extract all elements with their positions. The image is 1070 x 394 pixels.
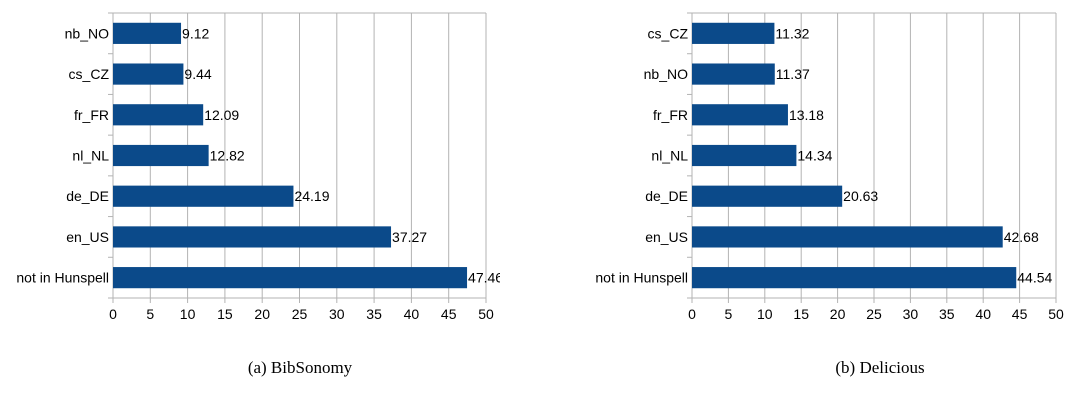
data-label: 42.68	[1004, 229, 1039, 245]
x-tick-label: 25	[292, 306, 308, 322]
x-tick-label: 35	[939, 306, 955, 322]
category-label: not in Hunspell	[16, 270, 109, 286]
category-label: nb_NO	[65, 25, 109, 41]
data-label: 9.44	[184, 66, 211, 82]
chart-panel-bibsonomy: nb_NO 9.12 cs_CZ 9.44 fr_FR 12.09 nl_NL 12.82 de…	[0, 0, 500, 330]
category-label: de_DE	[645, 188, 688, 204]
data-label: 11.32	[775, 25, 809, 41]
x-tick-label: 50	[478, 306, 494, 322]
category-label: en_US	[645, 229, 688, 245]
category-label: cs_CZ	[69, 66, 110, 82]
category-label: fr_FR	[653, 107, 688, 123]
x-tick-label: 0	[109, 306, 117, 322]
category-label: nb_NO	[644, 66, 688, 82]
data-label: 9.12	[182, 25, 209, 41]
data-label: 13.18	[789, 107, 824, 123]
data-label: 12.09	[204, 107, 239, 123]
x-tick-label: 0	[688, 306, 696, 322]
x-tick-label: 50	[1048, 306, 1064, 322]
chart-caption-bibsonomy: (a) BibSonomy	[247, 358, 353, 377]
x-tick-label: 40	[975, 306, 991, 322]
x-tick-label: 15	[793, 306, 809, 322]
x-tick-label: 10	[757, 306, 773, 322]
bar	[692, 63, 775, 85]
x-tick-label: 15	[217, 306, 233, 322]
bar	[113, 185, 294, 207]
bar	[692, 144, 797, 167]
x-tick-label: 45	[1012, 306, 1028, 322]
bar	[692, 104, 788, 126]
bar-chart-bibsonomy: nb_NO 9.12 cs_CZ 9.44 fr_FR 12.09 nl_NL 12.82 de…	[16, 12, 500, 322]
data-label: 37.27	[392, 229, 427, 245]
bar	[113, 104, 204, 126]
category-label: fr_FR	[74, 107, 109, 123]
x-tick-label: 45	[441, 306, 457, 322]
x-tick-label: 40	[404, 306, 420, 322]
category-label: cs_CZ	[648, 25, 689, 41]
chart-caption-delicious: (b) Delicious	[835, 358, 925, 377]
data-label: 20.63	[843, 188, 878, 204]
x-tick-label: 10	[180, 306, 196, 322]
bar	[113, 226, 392, 248]
category-label: en_US	[66, 229, 109, 245]
x-tick-label: 5	[146, 306, 154, 322]
data-label: 11.37	[776, 66, 810, 82]
chart-panel-delicious: cs_CZ 11.32 nb_NO 11.37 fr_FR 13.18 nl_NL 14.34…	[535, 0, 1065, 330]
data-label: 14.34	[797, 148, 832, 164]
data-label: 24.19	[294, 188, 329, 204]
bar	[113, 22, 182, 44]
x-tick-label: 20	[254, 306, 270, 322]
x-tick-label: 35	[366, 306, 382, 322]
data-label: 12.82	[210, 148, 245, 164]
bar	[692, 267, 1017, 289]
data-label: 47.46	[468, 270, 500, 286]
x-tick-label: 20	[830, 306, 846, 322]
bar	[692, 185, 843, 207]
x-tick-label: 25	[866, 306, 882, 322]
data-label: 44.54	[1017, 270, 1052, 286]
bar	[692, 22, 775, 44]
bar	[692, 226, 1003, 248]
bar-chart-delicious: cs_CZ 11.32 nb_NO 11.37 fr_FR 13.18 nl_NL 14.34…	[595, 12, 1064, 322]
category-label: nl_NL	[651, 148, 688, 164]
category-label: de_DE	[66, 188, 109, 204]
bar	[113, 144, 209, 167]
bar	[113, 63, 184, 85]
category-label: nl_NL	[72, 148, 109, 164]
x-tick-label: 30	[329, 306, 345, 322]
x-tick-label: 5	[725, 306, 733, 322]
x-tick-label: 30	[903, 306, 919, 322]
bar	[113, 267, 468, 289]
category-label: not in Hunspell	[595, 270, 688, 286]
